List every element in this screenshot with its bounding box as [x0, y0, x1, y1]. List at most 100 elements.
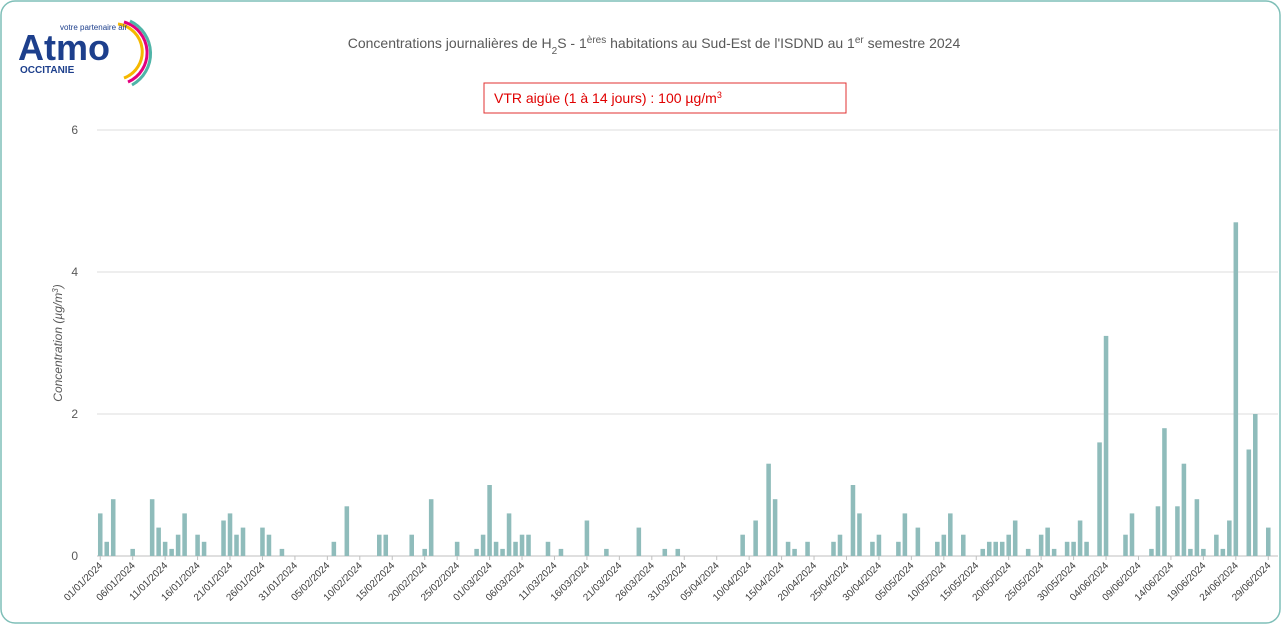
bar — [1103, 335, 1109, 556]
bar — [980, 548, 986, 556]
bar — [377, 534, 382, 556]
bar — [474, 548, 479, 556]
logo-name: Atmo — [18, 27, 110, 68]
y-label-sup: 3 — [51, 288, 60, 293]
bar — [1162, 428, 1167, 556]
title-sup: ères — [587, 35, 606, 46]
bar — [1220, 548, 1226, 556]
title-sub: 2 — [552, 46, 558, 57]
bar — [636, 527, 642, 556]
bar — [792, 548, 797, 556]
bar — [487, 485, 492, 556]
bar — [902, 513, 908, 556]
annotation-part: VTR aigüe (1 à 14 jours) : 100 µg/m — [494, 90, 717, 106]
bar — [201, 541, 207, 556]
bar — [409, 534, 414, 556]
bar — [1265, 527, 1271, 556]
bar — [104, 541, 110, 556]
bar — [428, 499, 434, 556]
bar — [1097, 442, 1102, 556]
bar — [915, 527, 921, 556]
bar — [993, 541, 998, 556]
bar — [506, 513, 512, 556]
annotation-box — [483, 82, 847, 114]
y-tick-label: 2 — [71, 407, 78, 421]
title-part: semestre 2024 — [864, 35, 961, 51]
bar — [805, 541, 810, 556]
bar — [870, 541, 875, 556]
annotation: VTR aigüe (1 à 14 jours) : 100 µg/m3 — [494, 90, 722, 106]
bar — [961, 534, 966, 556]
bar — [1188, 548, 1193, 556]
bar — [753, 520, 758, 556]
bar — [1071, 541, 1076, 556]
logo-arc — [129, 19, 153, 87]
bar — [493, 541, 499, 556]
bar — [1012, 520, 1018, 556]
bar — [772, 499, 778, 556]
bar — [149, 499, 155, 556]
bar — [604, 548, 609, 556]
bar — [1064, 541, 1070, 556]
bar — [195, 534, 200, 556]
y-label-part: ) — [51, 284, 65, 290]
logo-region: OCCITANIE — [20, 65, 75, 76]
y-label-part: Concentration (µg/m — [51, 293, 65, 402]
bar — [1077, 520, 1083, 556]
bar — [850, 485, 856, 556]
bar — [1123, 534, 1128, 556]
bar — [896, 541, 901, 556]
bar — [1233, 222, 1239, 557]
bar — [545, 541, 551, 556]
bar — [422, 548, 427, 556]
bar — [1201, 548, 1206, 556]
logo: Atmo votre partenaire air OCCITANIE — [18, 19, 153, 87]
bar — [175, 534, 181, 556]
title-part: Concentrations journalières de H — [348, 35, 552, 51]
y-tick-label: 0 — [71, 549, 78, 563]
bar — [97, 513, 103, 556]
logo-arc — [117, 22, 144, 80]
bar — [182, 513, 187, 556]
bar — [1181, 463, 1187, 556]
bar — [1084, 541, 1089, 556]
bar — [584, 520, 590, 556]
bar — [156, 527, 161, 556]
title-part: habitations au Sud-Est de l'ISDND au 1 — [606, 35, 855, 51]
bar — [526, 534, 531, 556]
bar — [260, 527, 265, 556]
bar — [480, 534, 486, 556]
bar — [1227, 520, 1232, 556]
bar — [519, 534, 525, 556]
bar — [227, 513, 233, 556]
bar — [110, 499, 116, 556]
bar — [935, 541, 940, 556]
bar — [1194, 499, 1200, 556]
bar — [675, 548, 681, 556]
bar — [234, 534, 239, 556]
y-tick-label: 4 — [71, 265, 78, 279]
logo-arc — [123, 20, 149, 84]
y-tick-label: 6 — [71, 123, 78, 137]
logo-tagline: votre partenaire air — [60, 23, 127, 32]
annotation-sup: 3 — [717, 90, 722, 100]
y-axis-label: Concentration (µg/m3) — [51, 284, 66, 401]
title-part: S - 1 — [557, 35, 587, 51]
bar — [857, 513, 862, 556]
bar — [1214, 534, 1219, 556]
bar — [1006, 534, 1011, 556]
bar — [941, 534, 947, 556]
bar — [162, 541, 168, 556]
bar — [1045, 527, 1050, 556]
bar — [785, 541, 791, 556]
bar — [240, 527, 246, 556]
bar — [1155, 506, 1161, 556]
bar — [1253, 414, 1258, 556]
bar — [1175, 506, 1180, 556]
bar — [986, 541, 992, 556]
bar — [831, 541, 836, 556]
bar — [1038, 534, 1044, 556]
bar — [1246, 449, 1252, 556]
